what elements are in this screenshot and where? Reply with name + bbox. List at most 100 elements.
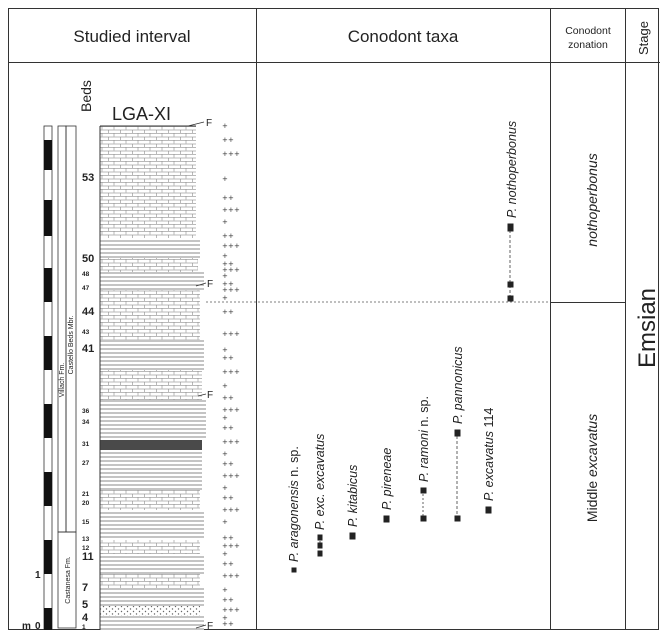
sample-mark: + [222,272,228,280]
bed-number: 15 [82,519,90,526]
taxon-label-ramoni: P. ramoni n. sp. [417,396,431,482]
sample-mark: + [222,406,228,414]
sample-mark: + [234,542,240,550]
range-mark [291,567,297,573]
sample-mark: + [222,414,228,422]
bed-number: 53 [82,172,94,184]
bed-number: 34 [82,419,90,426]
sample-mark: + [228,472,234,480]
sample-mark: + [222,534,228,542]
sample-mark: + [222,382,228,390]
fault-markers [187,121,207,629]
range-mark [454,429,461,437]
sample-mark: + [222,460,228,468]
bed-number: 20 [82,500,90,507]
sample-mark: + [222,150,228,158]
sample-mark: + [222,596,228,604]
sample-mark: + [228,330,234,338]
sample-mark: + [228,606,234,614]
scale-zero: 0 [35,621,41,630]
sample-mark: + [222,260,228,268]
bed-number: 50 [82,253,94,265]
sample-mark: + [222,606,228,614]
bed-number: 21 [82,491,90,498]
sample-mark: + [222,506,228,514]
range-mark [507,223,514,232]
sample-mark: + [222,194,228,202]
sample-mark: + [222,394,228,402]
sample-mark: + [234,406,240,414]
scale-one: 1 [35,570,41,581]
sample-mark: + [228,194,234,202]
sample-mark: + [234,572,240,580]
taxa-ranges [291,223,514,573]
range-mark [507,295,514,302]
zone-upper-label: nothoperbonus [584,153,600,246]
sample-mark: + [228,506,234,514]
sample-mark: + [222,572,228,580]
header-stage: Stage [636,21,651,55]
sample-mark: + [234,368,240,376]
bed-number: 48 [82,271,90,278]
sample-mark: + [222,330,228,338]
bed-number: 7 [82,582,88,594]
lithologic-column [99,125,206,630]
sample-mark: + [228,368,234,376]
range-mark [485,506,492,514]
range-mark [383,515,390,523]
taxon-label-pannonicus: P. pannonicus [451,346,465,424]
sample-mark: + [228,438,234,446]
bed-number: 5 [82,599,88,611]
sample-mark: + [222,206,228,214]
range-mark [317,534,323,541]
sample-mark: + [228,560,234,568]
sample-mark: + [228,260,234,268]
sample-mark: + [222,550,228,558]
sample-mark: + [222,354,228,362]
sample-mark: + [234,150,240,158]
taxon-label-nothoperbonus: P. nothoperbonus [505,121,519,218]
header-conodont-zonation-line1: Conodont [565,25,611,37]
fault-marker-34: F [207,390,213,401]
bed-number: 36 [82,408,90,415]
bed-number: 1 [82,624,86,630]
sample-mark: + [222,424,228,432]
bed-number: 11 [82,551,94,563]
formation-castanesa: Castanesa Fm. [65,556,72,604]
bed-number: 47 [82,285,90,292]
sample-mark: + [222,280,228,288]
sample-mark: + [222,472,228,480]
sample-mark: + [234,606,240,614]
bed-number: 12 [82,545,90,552]
sample-mark: + [222,368,228,376]
sample-mark: + [228,150,234,158]
sample-mark: + [228,308,234,316]
sample-mark: + [228,460,234,468]
sample-mark: + [228,542,234,550]
sample-mark: + [228,136,234,144]
sample-mark: + [222,122,228,130]
sample-mark: + [234,242,240,250]
sample-mark: + [222,560,228,568]
range-mark [349,532,356,540]
beds-label: Beds [78,80,94,112]
sample-mark: + [222,136,228,144]
sample-mark: + [228,232,234,240]
sample-mark: + [222,438,228,446]
taxon-label-exc-excavatus: P. exc. excavatus [313,434,327,530]
sample-mark: + [228,424,234,432]
range-mark [507,281,514,288]
sample-mark: + [222,242,228,250]
formation-villach: Villach Fm. [59,363,66,398]
sample-mark: + [228,572,234,580]
sample-mark: + [234,266,240,274]
taxon-label-kitabicus: P. kitabicus [346,465,360,527]
sample-mark: + [222,308,228,316]
sample-mark: + [234,286,240,294]
scale-bar [43,125,53,630]
sample-mark: + [222,252,228,260]
range-mark [454,515,461,522]
sample-mark: + [234,206,240,214]
